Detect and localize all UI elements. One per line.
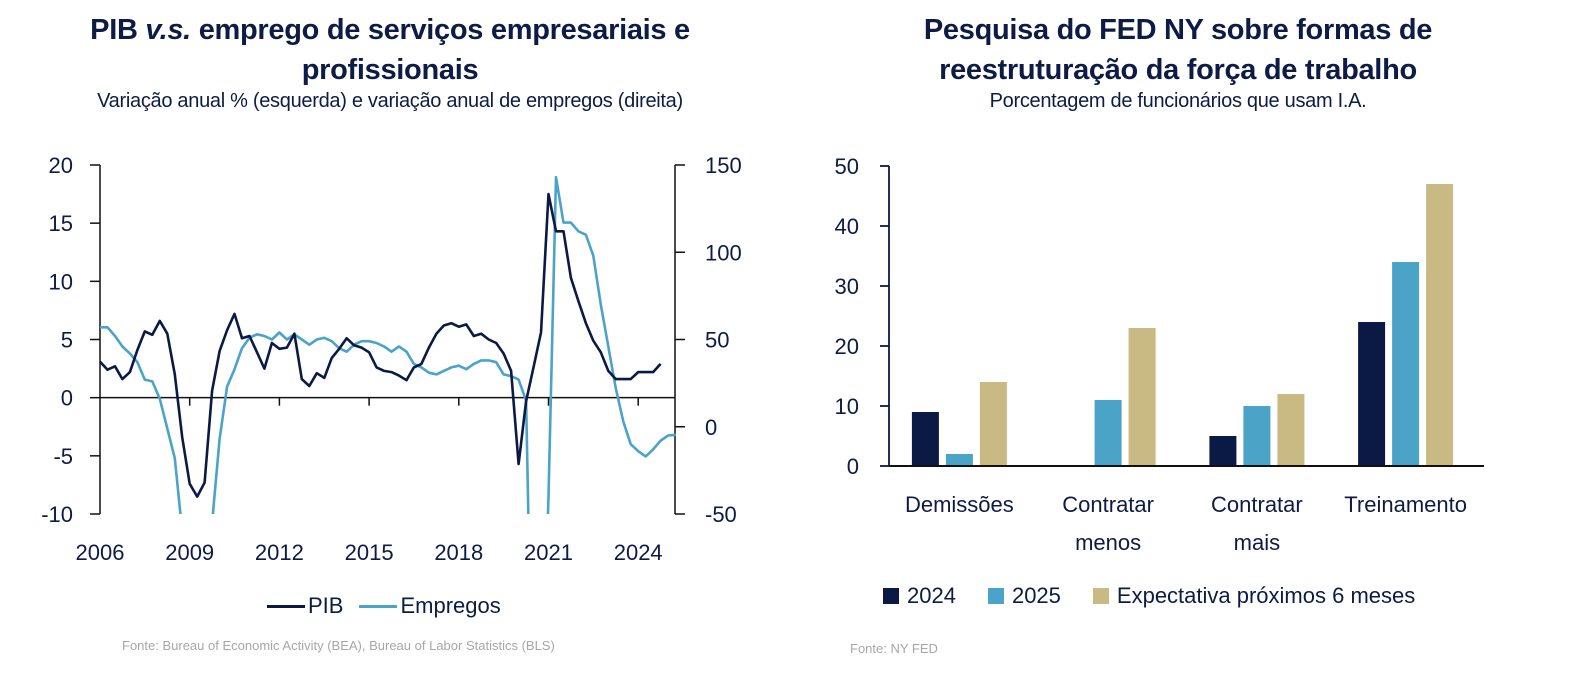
bar-expectativa-próximos-6-meses-3	[1426, 184, 1454, 466]
legend-item-expectativa: Expectativa próximos 6 meses	[1092, 583, 1416, 609]
left-chart-subtitle: Variação anual % (esquerda) e variação a…	[97, 90, 683, 112]
bar-chart-legend: 2024 2025 Expectativa próximos 6 meses	[883, 583, 1415, 609]
x-tick-label: 2006	[76, 540, 125, 565]
bar-y-tick-label: 0	[847, 454, 859, 479]
bar-expectativa-próximos-6-meses-2	[1277, 394, 1305, 466]
x-tick-label: 2015	[345, 540, 394, 565]
bar-2025-3	[1392, 262, 1420, 466]
x-tick-label: 2021	[524, 540, 573, 565]
left-y-tick-label: 10	[49, 269, 73, 294]
category-label: menos	[1075, 530, 1141, 555]
legend-swatch-2025	[987, 588, 1004, 604]
bar-y-tick-label: 40	[835, 214, 859, 239]
right-chart-subtitle: Porcentagem de funcionários que usam I.A…	[989, 90, 1367, 112]
x-tick-label: 2018	[434, 540, 483, 565]
right-chart-title-line2: reestruturação da força de trabalho	[939, 54, 1417, 86]
legend-label-empregos: Empregos	[400, 593, 501, 618]
bar-2024-2	[1209, 436, 1237, 466]
x-tick-label: 2024	[614, 540, 663, 565]
left-y-tick-label: 5	[61, 328, 73, 353]
left-y-tick-label: -10	[41, 502, 73, 527]
legend-item-empregos: Empregos	[359, 593, 501, 619]
category-label: Demissões	[905, 492, 1014, 517]
left-y-tick-label: 0	[61, 386, 73, 411]
title-suffix: emprego de serviços empresariais e	[190, 14, 690, 46]
bar-2025-1	[1094, 400, 1122, 466]
line-chart-legend: PIB Empregos	[267, 593, 501, 619]
legend-swatch-empregos	[359, 604, 398, 608]
line-series-group	[99, 175, 676, 514]
right-y-tick-label: 150	[705, 153, 742, 178]
left-chart-title: PIB v.s. emprego de serviços empresariai…	[0, 12, 780, 48]
left-y-tick-label: 20	[49, 153, 73, 178]
bar-y-tick-label: 30	[835, 274, 859, 299]
bar-y-tick-label: 10	[835, 394, 859, 419]
left-y-tick-label: 15	[49, 211, 73, 236]
legend-swatch-expectativa	[1092, 588, 1109, 604]
right-chart-panel: Pesquisa do FED NY sobre formas de reest…	[800, 0, 1576, 674]
category-label: Contratar	[1062, 492, 1154, 517]
right-source-note: Fonte: NY FED	[850, 641, 938, 656]
bar-2024-0	[911, 412, 939, 466]
legend-label-2024: 2024	[907, 583, 956, 608]
bar-y-tick-label: 20	[835, 334, 859, 359]
legend-label-pib: PIB	[308, 593, 344, 618]
series-line-pib	[99, 192, 662, 498]
x-tick-label: 2009	[165, 540, 214, 565]
category-label: Contratar	[1211, 492, 1303, 517]
title-prefix: PIB	[90, 14, 146, 46]
category-label: mais	[1234, 530, 1280, 555]
bar-expectativa-próximos-6-meses-0	[979, 382, 1007, 466]
bar-y-tick-label: 50	[835, 154, 859, 179]
legend-label-2025: 2025	[1011, 583, 1061, 608]
left-chart-title-line2: profissionais	[301, 54, 479, 86]
right-chart-title: Pesquisa do FED NY sobre formas de	[923, 14, 1433, 46]
legend-swatch-2024	[883, 588, 899, 604]
bar-2025-0	[945, 454, 973, 466]
right-y-tick-label: 0	[705, 415, 717, 440]
legend-item-2024: 2024	[883, 583, 956, 609]
bar-2024-3	[1358, 322, 1386, 466]
legend-swatch-pib	[267, 604, 305, 608]
left-chart-panel: PIB v.s. emprego de serviços empresariai…	[0, 0, 780, 674]
legend-item-2025: 2025	[987, 583, 1061, 609]
left-source-note: Fonte: Bureau of Economic Activity (BEA)…	[122, 638, 555, 653]
right-y-tick-label: 50	[705, 328, 729, 353]
right-y-tick-label: 100	[705, 240, 742, 265]
left-y-tick-label: -5	[53, 444, 73, 469]
bar-2025-2	[1243, 406, 1271, 466]
title-italic: v.s.	[145, 14, 191, 46]
series-line-empregos	[100, 175, 676, 514]
legend-item-pib: PIB	[267, 593, 343, 619]
right-y-tick-label: -50	[705, 502, 737, 527]
bar-expectativa-próximos-6-meses-1	[1128, 328, 1156, 466]
category-label: Treinamento	[1344, 492, 1467, 517]
legend-label-expectativa: Expectativa próximos 6 meses	[1116, 583, 1416, 608]
x-tick-label: 2012	[255, 540, 304, 565]
bar-chart: 50 40 30 20 10 0 Demissões Contratar menos Contra…	[835, 154, 1484, 555]
